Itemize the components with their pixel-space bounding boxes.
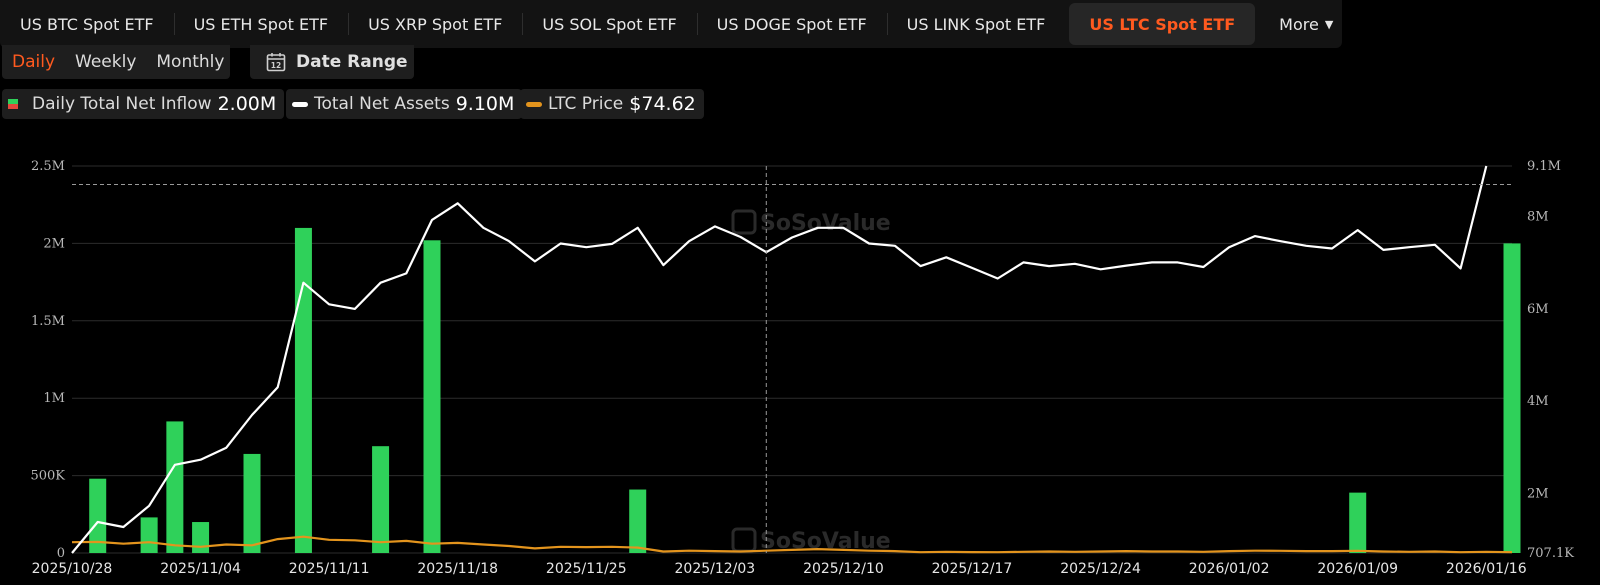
tab-eth-spot-etf[interactable]: US ETH Spot ETF (173, 0, 349, 48)
x-tick-label: 2025/12/10 (803, 561, 884, 577)
legend-total-net-assets[interactable]: Total Net Assets 9.10M (286, 89, 523, 119)
x-tick-label: 2025/11/25 (546, 561, 627, 577)
tab-ltc-spot-etf[interactable]: US LTC Spot ETF (1069, 3, 1256, 45)
ltc-price-line[interactable] (71, 535, 1513, 554)
inflow-bar[interactable] (140, 517, 158, 553)
inflow-bar[interactable] (166, 421, 184, 553)
legend-inflow-label: Daily Total Net Inflow (32, 94, 212, 114)
total-net-assets-line[interactable] (71, 165, 1488, 554)
etf-tab-bar: US BTC Spot ETF US ETH Spot ETF US XRP S… (0, 0, 1342, 48)
tab-doge-spot-etf[interactable]: US DOGE Spot ETF (696, 0, 887, 48)
inflow-bar[interactable] (294, 227, 312, 554)
watermark: SoSoValue (760, 211, 891, 236)
assets-swatch-icon (292, 101, 308, 107)
y-right-tick-label: 4M (1527, 394, 1549, 409)
inflow-bar[interactable] (1503, 243, 1521, 553)
legend-inflow-value: 2.00M (217, 93, 277, 115)
x-tick-label: 2025/12/17 (932, 561, 1013, 577)
tab-link-spot-etf[interactable]: US LINK Spot ETF (886, 0, 1066, 48)
price-swatch-icon (526, 101, 542, 107)
y-left-tick-label: 0 (57, 546, 65, 561)
y-left-tick-label: 1M (43, 391, 65, 406)
y-right-tick-label: 9.1M (1527, 159, 1561, 174)
y-right-tick-label: 707.1K (1527, 546, 1574, 561)
y-left-tick-label: 500K (30, 469, 65, 484)
tab-btc-spot-etf[interactable]: US BTC Spot ETF (20, 14, 154, 34)
period-toggle: Daily Weekly Monthly (2, 45, 230, 79)
calendar-icon: 12 (266, 53, 286, 72)
date-range-button[interactable]: 12 Date Range (250, 45, 414, 79)
y-right-tick-label: 8M (1527, 210, 1549, 225)
legend-price-value: $74.62 (629, 93, 696, 115)
inflow-bar[interactable] (243, 453, 261, 553)
inflow-bar[interactable] (423, 240, 441, 553)
tab-sol-spot-etf[interactable]: US SOL Spot ETF (522, 0, 696, 48)
x-tick-label: 2025/12/03 (675, 561, 756, 577)
x-tick-label: 2026/01/02 (1189, 561, 1270, 577)
inflow-bar[interactable] (1349, 492, 1367, 553)
legend-ltc-price[interactable]: LTC Price $74.62 (520, 89, 704, 119)
period-daily[interactable]: Daily (12, 52, 56, 72)
x-tick-label: 2025/11/11 (289, 561, 370, 577)
period-monthly[interactable]: Monthly (156, 52, 225, 72)
y-left-tick-label: 2.5M (31, 159, 65, 174)
period-weekly[interactable]: Weekly (75, 52, 137, 72)
calendar-day: 12 (271, 61, 281, 70)
y-right-tick-label: 6M (1527, 302, 1549, 317)
caret-down-icon: ▼ (1324, 17, 1334, 31)
legend-price-label: LTC Price (548, 94, 624, 114)
inflow-swatch-icon (8, 99, 18, 109)
x-tick-label: 2026/01/09 (1317, 561, 1398, 577)
inflow-bar[interactable] (89, 478, 107, 553)
x-tick-label: 2026/01/16 (1446, 561, 1527, 577)
x-tick-label: 2025/11/18 (417, 561, 498, 577)
inflow-bar[interactable] (372, 446, 390, 553)
inflow-bar[interactable] (192, 522, 210, 553)
inflow-bar[interactable] (629, 489, 647, 553)
legend-assets-label: Total Net Assets (314, 94, 450, 114)
date-range-label: Date Range (296, 52, 408, 72)
y-right-tick-label: 2M (1527, 486, 1549, 501)
more-label: More (1279, 14, 1319, 34)
x-tick-label: 2025/12/24 (1060, 561, 1141, 577)
more-tabs-dropdown[interactable]: More ▼ (1259, 0, 1353, 48)
y-left-tick-label: 1.5M (31, 314, 65, 329)
legend-assets-value: 9.10M (455, 93, 515, 115)
x-tick-label: 2025/10/28 (32, 561, 113, 577)
tab-xrp-spot-etf[interactable]: US XRP Spot ETF (348, 0, 522, 48)
x-tick-label: 2025/11/04 (160, 561, 241, 577)
watermark-logo-icon (731, 209, 757, 235)
y-left-tick-label: 2M (43, 236, 65, 251)
watermark-logo-icon (731, 527, 757, 553)
legend-daily-net-inflow[interactable]: Daily Total Net Inflow 2.00M (2, 89, 285, 119)
